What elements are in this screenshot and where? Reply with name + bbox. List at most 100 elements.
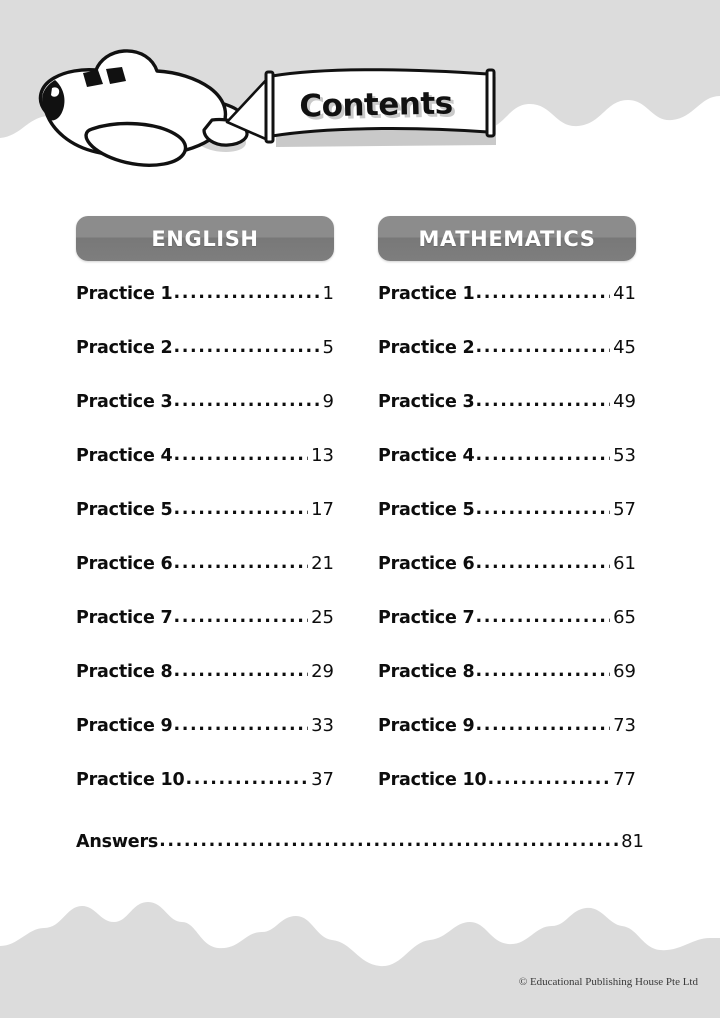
toc-page-number: 61 bbox=[613, 553, 636, 574]
toc-label: Practice 4 bbox=[378, 446, 475, 466]
column-mathematics: Practice 1 .............................… bbox=[378, 283, 636, 823]
dot-leader: ........................................… bbox=[475, 661, 611, 681]
dot-leader: ........................................… bbox=[173, 445, 309, 465]
toc-page-number: 65 bbox=[613, 607, 636, 628]
toc-row[interactable]: Practice 10 ............................… bbox=[76, 769, 334, 823]
toc-label: Practice 3 bbox=[76, 392, 173, 412]
section-heading-label: ENGLISH bbox=[151, 226, 259, 251]
dot-leader: ........................................… bbox=[173, 715, 309, 735]
toc-row[interactable]: Practice 1 .............................… bbox=[76, 283, 334, 337]
toc-row[interactable]: Practice 5 .............................… bbox=[378, 499, 636, 553]
toc-row[interactable]: Practice 4 .............................… bbox=[76, 445, 334, 499]
toc-label: Answers bbox=[76, 832, 159, 852]
footer: © Educational Publishing House Pte Ltd bbox=[0, 972, 720, 990]
toc-label: Practice 5 bbox=[76, 500, 173, 520]
toc-page-number: 77 bbox=[613, 769, 636, 790]
toc-row[interactable]: Practice 4 .............................… bbox=[378, 445, 636, 499]
toc-row[interactable]: Practice 6 .............................… bbox=[76, 553, 334, 607]
toc-row[interactable]: Practice 10 ............................… bbox=[378, 769, 636, 823]
toc-label: Practice 8 bbox=[76, 662, 173, 682]
bottom-cloud-band bbox=[0, 898, 720, 1018]
toc-page-number: 21 bbox=[311, 553, 334, 574]
dot-leader: ........................................… bbox=[475, 715, 611, 735]
toc-page-number: 81 bbox=[621, 831, 644, 852]
toc-page-number: 49 bbox=[613, 391, 636, 412]
toc-page-number: 17 bbox=[311, 499, 334, 520]
section-headings: ENGLISH MATHEMATICS bbox=[0, 200, 720, 261]
dot-leader: ........................................… bbox=[475, 283, 611, 303]
toc-page-number: 33 bbox=[311, 715, 334, 736]
dot-leader: ........................................… bbox=[173, 283, 320, 303]
toc-page-number: 69 bbox=[613, 661, 636, 682]
toc-label: Practice 6 bbox=[76, 554, 173, 574]
section-heading-mathematics[interactable]: MATHEMATICS bbox=[378, 216, 636, 261]
toc-page-number: 5 bbox=[322, 337, 334, 358]
toc-page-number: 37 bbox=[311, 769, 334, 790]
toc-row-answers[interactable]: Answers ................................… bbox=[76, 831, 644, 879]
dot-leader: ........................................… bbox=[487, 769, 611, 789]
toc-row[interactable]: Practice 1 .............................… bbox=[378, 283, 636, 337]
toc-page-number: 41 bbox=[613, 283, 636, 304]
dot-leader: ........................................… bbox=[475, 499, 611, 519]
section-heading-english[interactable]: ENGLISH bbox=[76, 216, 334, 261]
toc-row[interactable]: Practice 5 .............................… bbox=[76, 499, 334, 553]
contents-columns: Practice 1 .............................… bbox=[0, 261, 720, 823]
section-heading-label: MATHEMATICS bbox=[418, 226, 596, 251]
toc-label: Practice 7 bbox=[378, 608, 475, 628]
toc-row[interactable]: Practice 3 .............................… bbox=[76, 391, 334, 445]
dot-leader: ........................................… bbox=[173, 499, 309, 519]
toc-row[interactable]: Practice 2 .............................… bbox=[378, 337, 636, 391]
toc-page-number: 57 bbox=[613, 499, 636, 520]
toc-label: Practice 7 bbox=[76, 608, 173, 628]
toc-page-number: 9 bbox=[322, 391, 334, 412]
toc-row[interactable]: Practice 7 .............................… bbox=[76, 607, 334, 661]
answers-section: Answers ................................… bbox=[0, 823, 720, 879]
contents-body: ENGLISH MATHEMATICS Practice 1 .........… bbox=[0, 200, 720, 879]
toc-label: Practice 4 bbox=[76, 446, 173, 466]
toc-label: Practice 8 bbox=[378, 662, 475, 682]
toc-row[interactable]: Practice 8 .............................… bbox=[378, 661, 636, 715]
dot-leader: ........................................… bbox=[173, 607, 309, 627]
toc-row[interactable]: Practice 8 .............................… bbox=[76, 661, 334, 715]
toc-row[interactable]: Practice 3 .............................… bbox=[378, 391, 636, 445]
toc-label: Practice 6 bbox=[378, 554, 475, 574]
dot-leader: ........................................… bbox=[475, 391, 611, 411]
toc-label: Practice 5 bbox=[378, 500, 475, 520]
toc-label: Practice 3 bbox=[378, 392, 475, 412]
dot-leader: ........................................… bbox=[159, 831, 618, 851]
dot-leader: ........................................… bbox=[173, 337, 320, 357]
toc-label: Practice 2 bbox=[378, 338, 475, 358]
dot-leader: ........................................… bbox=[173, 553, 309, 573]
dot-leader: ........................................… bbox=[475, 553, 611, 573]
toc-row[interactable]: Practice 9 .............................… bbox=[76, 715, 334, 769]
dot-leader: ........................................… bbox=[173, 661, 309, 681]
header-artwork bbox=[0, 0, 720, 200]
toc-page-number: 13 bbox=[311, 445, 334, 466]
toc-row[interactable]: Practice 6 .............................… bbox=[378, 553, 636, 607]
banner-flag-icon bbox=[264, 68, 496, 147]
toc-page-number: 29 bbox=[311, 661, 334, 682]
copyright-text: © Educational Publishing House Pte Ltd bbox=[518, 976, 698, 988]
dot-leader: ........................................… bbox=[173, 391, 320, 411]
toc-label: Practice 2 bbox=[76, 338, 173, 358]
toc-row[interactable]: Practice 9 .............................… bbox=[378, 715, 636, 769]
toc-page-number: 1 bbox=[322, 283, 334, 304]
dot-leader: ........................................… bbox=[475, 607, 611, 627]
page-title: Contents bbox=[298, 85, 454, 125]
dot-leader: ........................................… bbox=[185, 769, 309, 789]
toc-label: Practice 1 bbox=[76, 284, 173, 304]
dot-leader: ........................................… bbox=[475, 337, 611, 357]
airplane-icon bbox=[38, 49, 249, 167]
dot-leader: ........................................… bbox=[475, 445, 611, 465]
toc-page-number: 53 bbox=[613, 445, 636, 466]
toc-label: Practice 1 bbox=[378, 284, 475, 304]
toc-label: Practice 10 bbox=[76, 770, 185, 790]
toc-row[interactable]: Practice 2 .............................… bbox=[76, 337, 334, 391]
column-english: Practice 1 .............................… bbox=[76, 283, 334, 823]
toc-row[interactable]: Practice 7 .............................… bbox=[378, 607, 636, 661]
toc-label: Practice 9 bbox=[378, 716, 475, 736]
toc-label: Practice 9 bbox=[76, 716, 173, 736]
toc-page-number: 25 bbox=[311, 607, 334, 628]
toc-label: Practice 10 bbox=[378, 770, 487, 790]
